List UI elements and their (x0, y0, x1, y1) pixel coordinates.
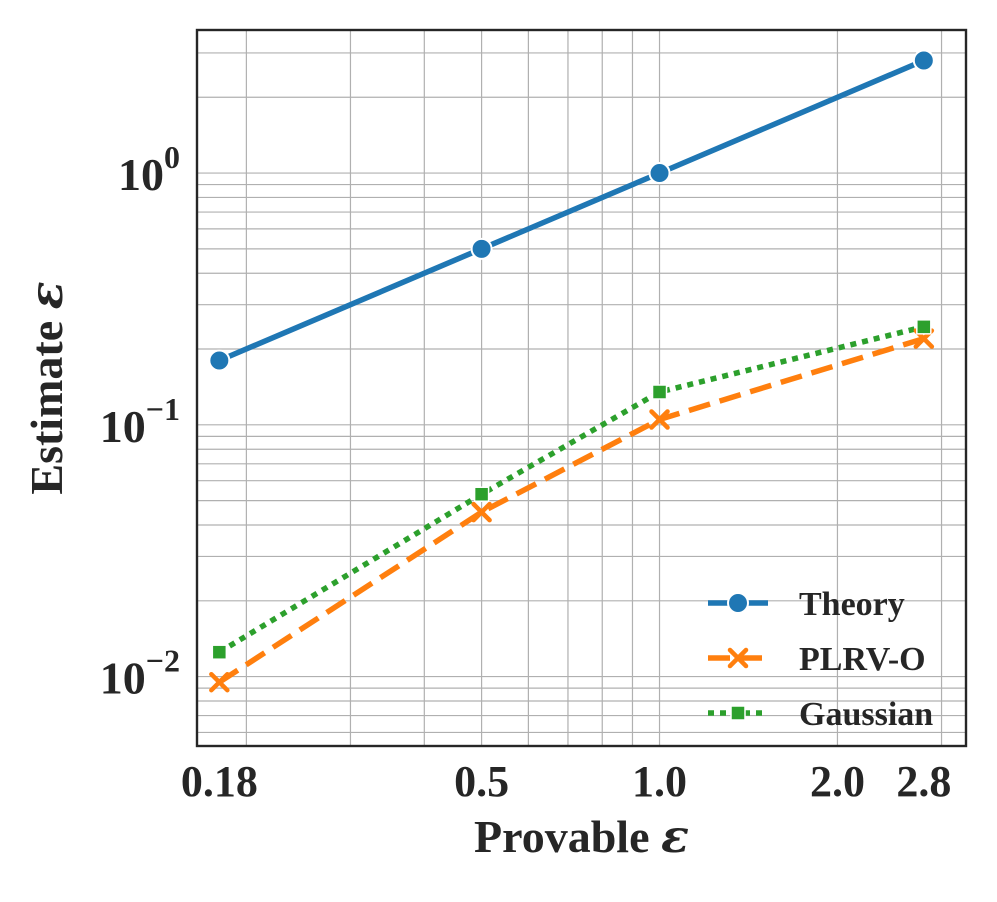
y-axis-label-symbol: ε (19, 281, 73, 309)
series-line-plrv-o (217, 335, 925, 685)
series-line-theory (218, 57, 925, 364)
legend-marker (730, 705, 746, 721)
data-point-plrv-o (209, 671, 230, 693)
series-lines (217, 57, 925, 685)
series-line-gaussian (217, 324, 925, 655)
legend-marker (727, 592, 749, 614)
series-markers (208, 49, 935, 693)
data-point-gaussian (651, 384, 668, 400)
x-axis-label: Provable ε (474, 809, 689, 863)
data-point-theory (648, 162, 671, 185)
x-axis-label-text: Provable (474, 811, 661, 862)
x-tick-label: 1.0 (632, 757, 687, 806)
y-tick-label: 10−1 (100, 391, 180, 452)
data-point-gaussian (473, 486, 490, 502)
x-axis-label-symbol: ε (661, 809, 689, 863)
data-point-gaussian (916, 319, 932, 335)
x-tick-label: 2.0 (810, 757, 865, 806)
legend-label: PLRV-O (799, 641, 926, 678)
legend-label: Gaussian (799, 696, 933, 733)
data-point-theory (470, 237, 493, 260)
y-tick-label: 100 (118, 139, 180, 200)
plot-frame (195, 28, 968, 748)
grid-lines (197, 30, 966, 746)
x-tick-label: 0.5 (454, 757, 509, 806)
x-tick-labels: 0.18 0.5 1.0 2.0 2.8 (181, 757, 951, 806)
legend-item-plrv-o: PLRV-O (708, 641, 926, 678)
data-point-plrv-o (471, 501, 492, 523)
legend-item-gaussian: Gaussian (708, 696, 933, 733)
y-tick-label: 10−2 (100, 643, 180, 704)
legend: Theory PLRV-O Gaussian (708, 586, 933, 733)
legend-marker (727, 647, 749, 669)
y-tick-labels: 10−2 10−1 100 (100, 139, 180, 704)
x-tick-label: 2.8 (896, 757, 951, 806)
legend-label: Theory (799, 586, 905, 623)
y-axis-label-text: Estimate (21, 309, 72, 494)
x-tick-label: 0.18 (181, 757, 258, 806)
data-point-theory (912, 49, 935, 72)
y-axis-label: Estimate ε (19, 281, 73, 494)
data-point-plrv-o (649, 409, 670, 430)
data-point-theory (208, 349, 231, 372)
data-point-gaussian (211, 644, 228, 660)
legend-item-theory: Theory (708, 586, 905, 623)
